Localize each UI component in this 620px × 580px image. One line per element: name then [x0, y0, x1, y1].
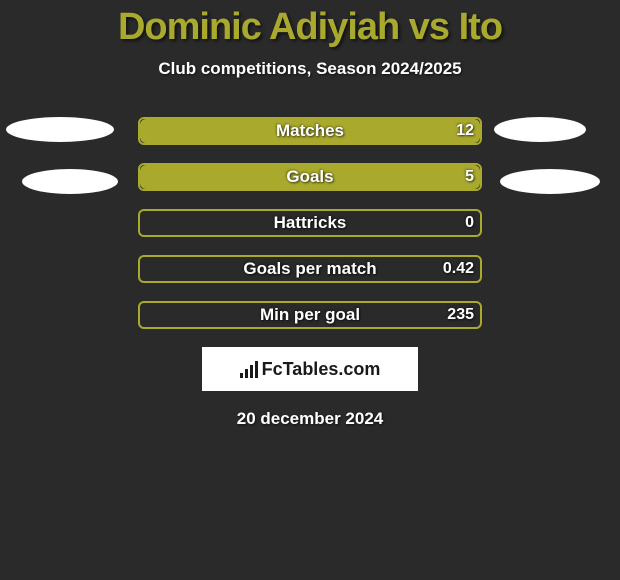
stat-bar: Min per goal 235 [138, 301, 482, 329]
stat-bar: Goals per match 0.42 [138, 255, 482, 283]
stat-bar-label: Hattricks [274, 213, 347, 233]
fctables-logo[interactable]: FcTables.com [240, 359, 381, 380]
stat-bar-value: 235 [447, 306, 474, 324]
fctables-logo-box: FcTables.com [202, 347, 418, 391]
stat-bar-value: 0.42 [443, 260, 474, 278]
stat-bar-label: Goals [286, 167, 333, 187]
logo-label: FcTables.com [262, 359, 381, 380]
stat-bar-value: 5 [465, 168, 474, 186]
stat-bar-label: Goals per match [243, 259, 376, 279]
comparison-chart: Matches 12 Goals 5 Hattricks 0 Goals per match… [0, 117, 620, 329]
page-subtitle: Club competitions, Season 2024/2025 [0, 59, 620, 79]
page-title: Dominic Adiyiah vs Ito [0, 6, 620, 49]
stat-bar-label: Matches [276, 121, 344, 141]
stat-bar-label: Min per goal [260, 305, 360, 325]
stat-bar: Matches 12 [138, 117, 482, 145]
bar-chart-icon [240, 360, 258, 378]
stat-bar: Goals 5 [138, 163, 482, 191]
date-text: 20 december 2024 [0, 409, 620, 429]
stat-bar: Hattricks 0 [138, 209, 482, 237]
stat-bar-value: 0 [465, 214, 474, 232]
stat-bar-value: 12 [456, 122, 474, 140]
